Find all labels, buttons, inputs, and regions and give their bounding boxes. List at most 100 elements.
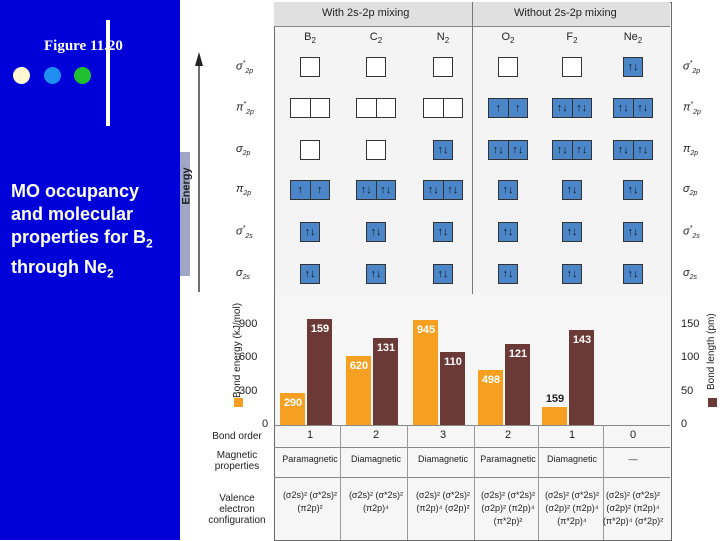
- row-divider: [274, 425, 670, 426]
- orbital-box: ↑↓: [502, 184, 514, 196]
- mo-diagram-table: [274, 2, 672, 296]
- molecule-label: O2: [475, 31, 541, 45]
- orbital-star: *: [689, 225, 693, 232]
- cream-dot-icon: [13, 67, 30, 84]
- orbital-subscript: 2p: [689, 190, 698, 198]
- bond-length-value: 110: [444, 355, 462, 368]
- configuration-line: (σ2p)² (π2p)⁴: [606, 503, 660, 513]
- row-label-line: electron: [219, 504, 255, 515]
- orbital-cell: [423, 98, 463, 118]
- orbital-box: ↑↓: [502, 226, 514, 238]
- left-orbital-label: π*2p: [236, 101, 254, 116]
- left-orbital-label: σ*2p: [236, 60, 253, 75]
- molecule-label: B2: [277, 31, 343, 45]
- orbital-cell: ↑↓: [498, 222, 518, 242]
- magnetic-value: Diamagnetic: [417, 454, 469, 464]
- electron-configuration: (σ2s)² (σ*2s)² (σ2p)² (π2p)⁴ (π*2p)⁴ (σ*2p…: [600, 489, 666, 528]
- row-label-config: Valence electron configuration: [202, 493, 272, 526]
- orbital-star: *: [243, 101, 247, 108]
- group-divider: [472, 2, 473, 294]
- energy-label-text: Energy: [180, 167, 193, 205]
- bond-energy-value: 159: [545, 393, 565, 406]
- orbital-box: ↑↓: [566, 226, 578, 238]
- orbital-star: *: [690, 101, 694, 108]
- molecule-symbol: C: [369, 31, 378, 43]
- row-label-line: Magnetic: [216, 450, 258, 461]
- energy-bar: [180, 152, 190, 276]
- blue-dot-icon: [44, 67, 61, 84]
- electron-configuration: (σ2s)² (σ*2s)² (π2p)⁴: [343, 489, 409, 515]
- bond-order-value: 1: [306, 429, 314, 441]
- row-divider: [274, 447, 670, 448]
- orbital-cell: ↑↓: [498, 264, 518, 284]
- magnetic-value: Diamagnetic: [350, 454, 402, 464]
- orbital-subscript: 2p: [693, 108, 701, 116]
- caption-sub: 2: [107, 266, 114, 281]
- left-tick-label: 0: [262, 418, 269, 430]
- orbital-subscript: 2s: [245, 232, 253, 240]
- configuration-line: (σ2s)² (σ*2s)²: [480, 490, 536, 500]
- orbital-subscript: 2p: [245, 67, 254, 75]
- orbital-box: ↑↓: [370, 226, 382, 238]
- orbital-cell: [300, 57, 320, 77]
- bond-energy-bar: [346, 356, 371, 425]
- right-tick-label: 150: [681, 318, 700, 330]
- bond-length-value: 143: [572, 333, 592, 346]
- orbital-subscript: 2p: [242, 150, 251, 158]
- bond-length-bar: [307, 319, 332, 425]
- orbital-box: ↑↓: [424, 181, 444, 199]
- orbital-symbol: π: [236, 101, 244, 114]
- divider-line: [106, 20, 110, 126]
- group-with-mixing: With 2s-2p mixing: [322, 7, 410, 19]
- bond-energy-value: 945: [416, 324, 436, 336]
- orbital-box: ↑↓: [627, 226, 639, 238]
- left-tick-label: 600: [239, 351, 258, 364]
- configuration-line: (π*2p)⁴: [557, 516, 587, 526]
- caption-line: properties for B2: [11, 226, 181, 256]
- orbital-box: ↑: [291, 181, 311, 199]
- orbital-box: [301, 141, 319, 159]
- orbital-cell: ↑↓: [433, 222, 453, 242]
- orbital-box: ↑↓: [566, 184, 578, 196]
- bond-energy-bar: [478, 369, 503, 425]
- electron-configuration: (σ2s)² (σ*2s)² (π2p)⁴ (σ2p)²: [410, 489, 476, 515]
- orbital-cell: ↑↓: [498, 180, 518, 200]
- bond-length-bar: [373, 337, 398, 425]
- orbital-box: ↑↓: [566, 268, 578, 280]
- right-orbital-label: π*2p: [683, 101, 701, 116]
- orbital-box: ↑↓: [437, 268, 449, 280]
- configuration-line: (π*2p)⁴ (σ*2p)²: [602, 516, 664, 526]
- caption-text: properties for B: [11, 227, 147, 247]
- orbital-box: ↑↓: [637, 102, 649, 114]
- bond-order-value: 1: [568, 429, 576, 441]
- left-tick-label: 300: [239, 384, 258, 397]
- bond-energy-swatch: [234, 398, 243, 407]
- orbital-box: ↑↓: [437, 144, 449, 156]
- row-label-bond-order: Bond order: [212, 431, 262, 442]
- orbital-cell: [433, 57, 453, 77]
- bond-energy-bar: [280, 392, 305, 425]
- orbital-cell: ↑↓: [562, 264, 582, 284]
- row-label-line: configuration: [208, 515, 266, 526]
- orbital-cell: [366, 57, 386, 77]
- left-tick-label: 900: [239, 318, 258, 330]
- energy-arrow-icon: [195, 52, 203, 292]
- orbital-cell: ↑↓: [300, 264, 320, 284]
- row-label-magnetic: Magnetic properties: [202, 450, 272, 472]
- orbital-box: ↑↓: [304, 268, 316, 280]
- orbital-box: [499, 58, 517, 76]
- orbital-box: ↑↓: [627, 184, 639, 196]
- orbital-symbol: σ: [236, 225, 243, 238]
- orbital-box: ↑↓: [576, 102, 588, 114]
- energy-label: Energy: [176, 167, 196, 204]
- orbital-cell: ↑↓: [623, 180, 643, 200]
- orbital-cell: [498, 57, 518, 77]
- orbital-cell: [562, 57, 582, 77]
- orbital-box: [563, 58, 581, 76]
- slide-sidebar: Figure 11.20 MO occupancy and molecular …: [0, 0, 180, 540]
- orbital-box: ↑↓: [370, 268, 382, 280]
- orbital-box: [377, 99, 396, 117]
- left-orbital-label: π2p: [236, 183, 251, 197]
- caption-line: MO occupancy: [11, 181, 140, 201]
- orbital-box: ↑↓: [637, 144, 649, 156]
